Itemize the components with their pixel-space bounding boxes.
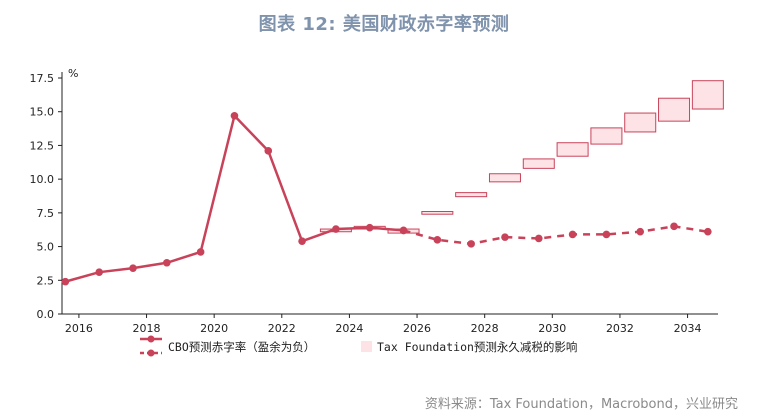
- cbo-actual-line: [65, 114, 404, 283]
- x-tick-label: 2018: [133, 322, 161, 335]
- y-tick-label: 10.0: [30, 173, 55, 186]
- cbo-data-point: [433, 236, 442, 244]
- tax-foundation-box: [624, 112, 657, 133]
- chart-frame: [61, 72, 718, 315]
- cbo-data-point: [163, 258, 171, 267]
- legend-label-tax-foundation: Tax Foundation预测永久减税的影响: [377, 340, 577, 354]
- cbo-data-point: [501, 233, 509, 241]
- cbo-data-point: [230, 111, 239, 120]
- x-tick-label: 2024: [335, 322, 363, 335]
- legend: CBO预测赤字率（盈余为负） Tax Foundation预测永久减税的影响: [140, 335, 577, 357]
- x-tick-label: 2030: [538, 322, 566, 335]
- cbo-data-point: [264, 147, 273, 155]
- tax-foundation-boxes: [319, 80, 724, 234]
- cbo-data-point: [399, 226, 408, 235]
- tax-foundation-box: [421, 211, 454, 215]
- y-tick-label: 7.5: [37, 207, 55, 220]
- x-tick-label: 2034: [674, 322, 702, 335]
- y-tick-label: 12.5: [30, 139, 55, 152]
- y-tick-label: 5.0: [37, 241, 55, 254]
- x-tick-label: 2020: [200, 322, 228, 335]
- cbo-data-point: [636, 227, 645, 236]
- tax-foundation-box: [455, 192, 488, 198]
- source-note: 资料来源：Tax Foundation，Macrobond，兴业研究: [424, 397, 738, 412]
- x-tick-label: 2026: [403, 322, 431, 335]
- cbo-data-point: [298, 237, 306, 245]
- chart-title: 图表 12: 美国财政赤字率预测: [258, 14, 510, 35]
- tax-foundation-box: [590, 127, 623, 145]
- tax-foundation-box: [691, 80, 724, 110]
- cbo-forecast-line: [403, 225, 709, 246]
- y-tick-label: 0.0: [37, 308, 55, 321]
- tax-foundation-box: [658, 97, 691, 122]
- x-axis: 2016 2018 2020 2022 2024 2026 2028 2030 2032 2034: [65, 314, 702, 335]
- legend-point-swatch: [147, 335, 155, 343]
- cbo-data-point: [365, 223, 374, 232]
- cbo-data-point: [129, 264, 137, 272]
- legend-box-swatch: [361, 341, 372, 352]
- y-axis-unit: %: [68, 67, 78, 80]
- cbo-data-point: [196, 248, 205, 256]
- cbo-lines: [61, 111, 712, 286]
- tax-foundation-box: [556, 142, 589, 157]
- x-tick-label: 2028: [471, 322, 499, 335]
- tax-foundation-box: [522, 158, 555, 169]
- y-tick-label: 15.0: [30, 106, 55, 119]
- cbo-data-point: [332, 225, 340, 233]
- y-tick-label: 2.5: [37, 274, 55, 287]
- cbo-data-point: [61, 277, 70, 286]
- x-tick-label: 2016: [65, 322, 93, 335]
- x-tick-label: 2022: [268, 322, 296, 335]
- cbo-data-point: [670, 222, 678, 231]
- y-tick-label: 17.5: [30, 72, 55, 85]
- cbo-data-point: [95, 268, 103, 276]
- legend-label-cbo: CBO预测赤字率（盈余为负）: [168, 340, 315, 354]
- cbo-data-point: [467, 240, 475, 248]
- cbo-data-point: [568, 230, 577, 239]
- y-axis: 0.0 2.5 5.0 7.5 10.0 12.5 15.0 17.5%: [30, 67, 79, 321]
- cbo-data-point: [602, 230, 611, 239]
- legend-point-swatch: [147, 349, 155, 357]
- x-tick-label: 2032: [606, 322, 634, 335]
- tax-foundation-box: [488, 173, 521, 183]
- cbo-data-point: [704, 227, 712, 236]
- cbo-data-point: [534, 234, 543, 243]
